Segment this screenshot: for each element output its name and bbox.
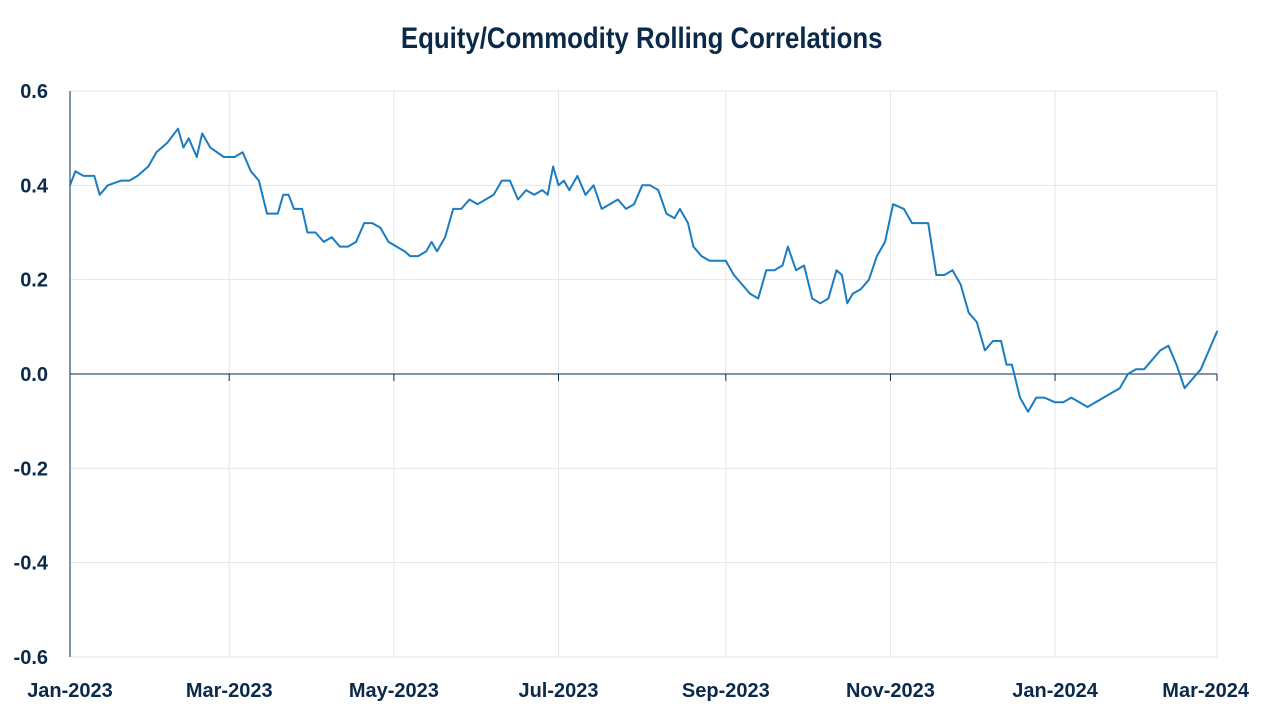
y-tick-label: 0.2 <box>20 270 48 292</box>
y-tick-label: 0.4 <box>20 175 49 197</box>
axes <box>69 91 1218 657</box>
x-tick-label: Jul-2023 <box>518 680 598 702</box>
x-tick-label: Sep-2023 <box>682 680 770 702</box>
tick-labels: 0.6 0.4 0.2 0.0 -0.2 -0.4 -0.6 Jan-2023 Mar-2023… <box>14 81 1250 702</box>
y-tick-label: 0.0 <box>20 364 48 386</box>
x-tick-label: Jan-2024 <box>1012 680 1098 702</box>
y-tick-label: -0.6 <box>14 647 48 669</box>
y-tick-label: 0.6 <box>20 81 48 103</box>
chart-title: Equity/Commodity Rolling Correlations <box>400 22 883 55</box>
y-tick-label: -0.2 <box>14 458 48 480</box>
x-tick-label: Mar-2024 <box>1162 680 1250 702</box>
correlation-series-line <box>69 127 1218 413</box>
x-tick-label: Jan-2023 <box>27 680 113 702</box>
x-tick-label: Nov-2023 <box>846 680 935 702</box>
x-tick-label: Mar-2023 <box>186 680 273 702</box>
y-tick-label: -0.4 <box>14 553 49 575</box>
x-tick-label: May-2023 <box>349 680 439 702</box>
series-lines <box>69 127 1218 413</box>
